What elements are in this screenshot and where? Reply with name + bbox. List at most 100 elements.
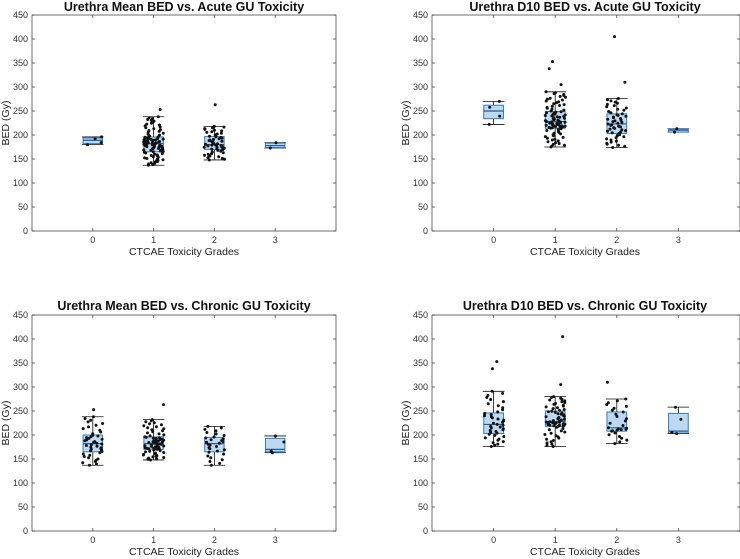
data-point — [611, 115, 615, 119]
data-point — [556, 412, 560, 416]
x-tick-label: 0 — [90, 535, 95, 545]
data-point — [220, 458, 224, 462]
y-tick-label: 200 — [13, 430, 28, 440]
data-point — [205, 431, 209, 434]
box-grade-1 — [543, 335, 567, 448]
data-point — [490, 367, 494, 371]
data-point — [502, 418, 506, 422]
x-axis-label: CTCAE Toxicity Grades — [129, 246, 239, 258]
data-point — [488, 105, 492, 109]
box-grade-3 — [667, 127, 690, 134]
box-grade-3 — [264, 141, 286, 150]
data-point — [214, 429, 218, 433]
data-point — [544, 90, 548, 94]
data-point — [87, 425, 90, 429]
data-point — [502, 435, 506, 439]
data-point — [501, 400, 505, 404]
data-point — [545, 136, 549, 140]
data-point — [206, 152, 210, 156]
data-point — [501, 391, 505, 395]
x-tick-label: 2 — [614, 235, 619, 245]
data-point — [88, 463, 91, 467]
data-point — [551, 142, 555, 146]
data-point — [554, 434, 558, 438]
data-point — [147, 456, 151, 460]
data-point — [207, 158, 211, 162]
data-point — [219, 144, 223, 147]
data-point — [545, 437, 549, 441]
data-point — [605, 105, 609, 109]
data-point — [269, 449, 273, 453]
data-point — [96, 457, 100, 461]
data-point — [615, 399, 619, 403]
x-tick-label: 1 — [553, 535, 558, 545]
x-tick-label: 3 — [676, 235, 681, 245]
data-point — [543, 119, 547, 123]
box-grade-2 — [605, 380, 629, 446]
data-point — [220, 129, 224, 133]
box-grade-0 — [82, 135, 104, 147]
data-point — [548, 96, 552, 100]
data-point — [554, 421, 558, 425]
data-point — [87, 456, 91, 460]
data-point — [101, 422, 105, 425]
data-point — [218, 461, 222, 465]
data-point — [490, 389, 494, 393]
x-axis-label: CTCAE Toxicity Grades — [530, 546, 640, 558]
data-point — [543, 433, 547, 436]
data-point — [492, 421, 495, 425]
data-point — [550, 138, 554, 142]
data-point — [545, 441, 549, 445]
data-point — [496, 417, 500, 421]
data-point — [624, 114, 628, 118]
data-point — [553, 91, 557, 95]
data-point — [550, 107, 554, 111]
data-point — [545, 111, 548, 115]
data-point — [611, 429, 614, 433]
data-point — [142, 150, 146, 154]
data-point — [561, 135, 565, 139]
y-tick-label: 450 — [413, 310, 428, 320]
data-point — [554, 110, 558, 114]
data-point — [620, 112, 624, 116]
data-point — [501, 423, 505, 427]
data-point — [155, 457, 159, 461]
data-point — [561, 427, 565, 430]
data-point — [209, 438, 213, 442]
data-point — [616, 97, 620, 100]
data-point — [550, 104, 554, 108]
data-point — [552, 116, 556, 120]
data-point — [210, 130, 214, 134]
data-point — [560, 124, 564, 128]
data-point — [147, 441, 151, 444]
data-point — [212, 137, 215, 141]
data-point — [558, 423, 561, 427]
data-point — [558, 94, 562, 98]
data-point — [620, 436, 624, 440]
data-point — [623, 80, 627, 84]
data-point — [158, 436, 161, 440]
data-point — [148, 434, 152, 438]
data-point — [86, 143, 89, 147]
data-point — [142, 138, 146, 142]
y-tick-label: 350 — [413, 58, 428, 68]
box-grade-2 — [203, 424, 226, 467]
data-point — [558, 115, 562, 119]
x-tick-label: 0 — [90, 235, 95, 245]
y-tick-label: 250 — [413, 406, 428, 416]
data-point — [155, 153, 159, 157]
data-point — [150, 418, 154, 422]
data-point — [559, 110, 563, 114]
data-point — [679, 417, 683, 421]
data-point — [209, 456, 213, 460]
y-tick-label: 350 — [13, 58, 28, 68]
data-point — [154, 437, 158, 440]
plot-area: 0 50 100 150 200 250 300 350 400 450 0 1 2 3 — [413, 10, 740, 245]
data-point — [547, 428, 551, 432]
data-point — [625, 417, 628, 421]
data-point — [562, 413, 566, 417]
data-point — [95, 444, 99, 448]
y-axis-label: BED (Gy) — [400, 101, 412, 146]
data-point — [149, 154, 153, 157]
data-point — [547, 67, 551, 71]
